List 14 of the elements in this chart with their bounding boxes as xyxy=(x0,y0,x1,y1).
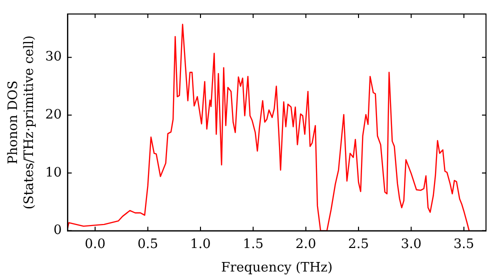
y-tick-label: 10 xyxy=(45,165,62,180)
y-tick-label: 30 xyxy=(45,50,62,65)
x-tick-label: 3.0 xyxy=(400,236,422,252)
x-tick-label: 0.5 xyxy=(137,236,158,252)
x-axis-title: Frequency (THz) xyxy=(221,260,333,276)
x-tick-label: 0.0 xyxy=(84,236,106,252)
x-tick-label: 3.5 xyxy=(454,236,474,252)
x-tick-label: 2.5 xyxy=(348,236,369,252)
x-tick-label: 2.0 xyxy=(296,236,316,252)
y-axis-title: Phonon DOS (States/THz·primitive cell) xyxy=(6,35,37,210)
x-tick-label: 1.0 xyxy=(190,236,211,252)
x-tick-label: 1.5 xyxy=(242,236,264,252)
y-tick-label: 0 xyxy=(53,223,62,238)
y-tick-label: 20 xyxy=(45,108,62,123)
